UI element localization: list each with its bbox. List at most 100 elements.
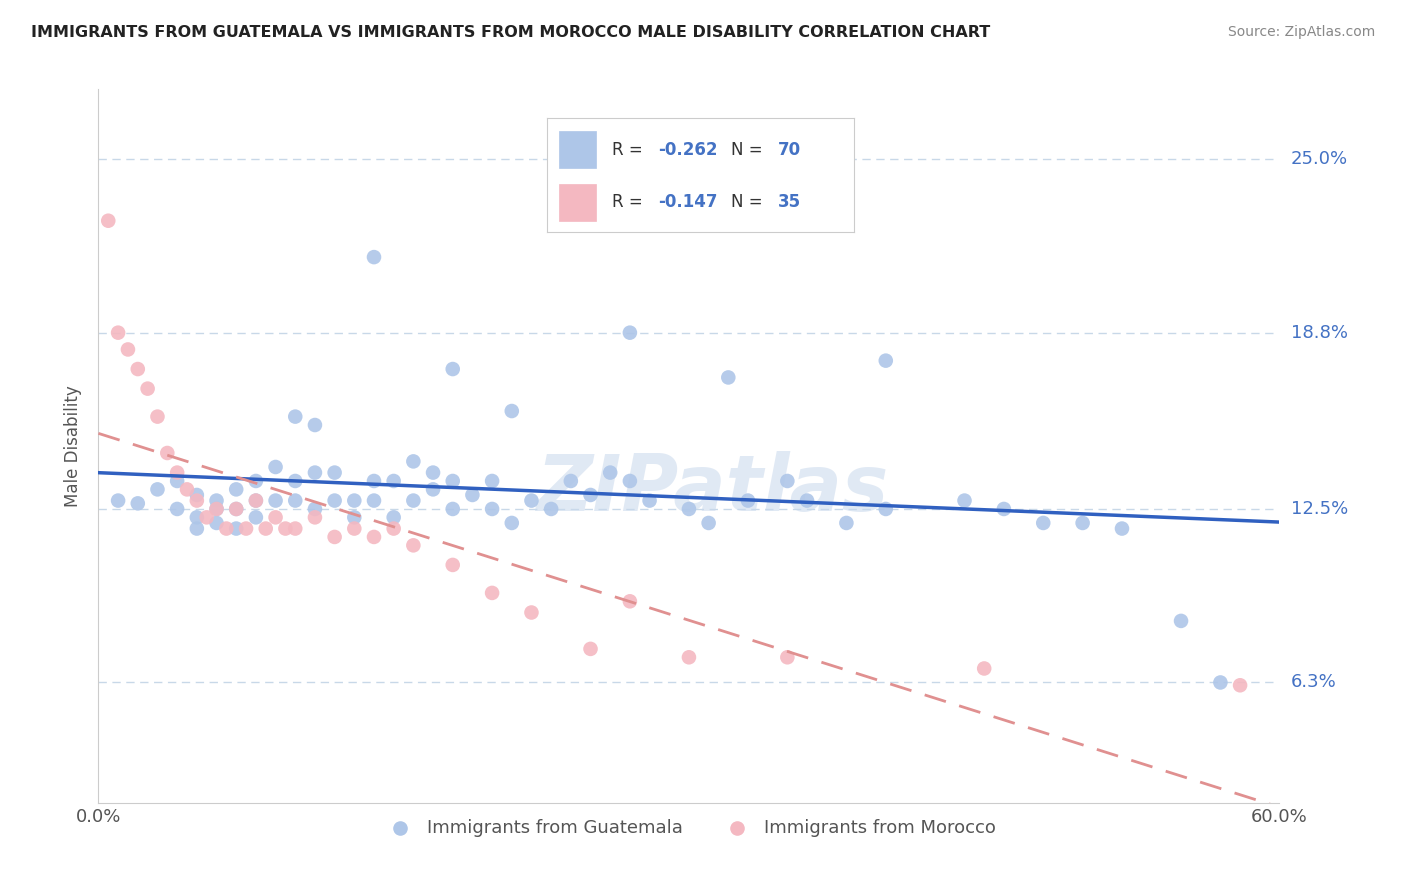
Point: [441, 362, 464, 376]
Point: [166, 466, 188, 480]
Point: [461, 488, 484, 502]
Point: [382, 474, 405, 488]
Point: [146, 483, 169, 497]
Point: [156, 446, 179, 460]
Point: [186, 522, 208, 536]
Point: [166, 474, 188, 488]
Point: [402, 493, 425, 508]
Point: [481, 474, 503, 488]
Point: [225, 483, 247, 497]
Point: [215, 522, 238, 536]
Y-axis label: Male Disability: Male Disability: [65, 385, 83, 507]
Point: [107, 493, 129, 508]
Point: [343, 522, 366, 536]
Point: [382, 522, 405, 536]
Point: [619, 474, 641, 488]
Point: [363, 493, 385, 508]
Point: [441, 502, 464, 516]
Point: [1071, 516, 1094, 530]
Point: [343, 510, 366, 524]
Point: [304, 466, 326, 480]
Point: [136, 382, 159, 396]
Point: [599, 466, 621, 480]
Point: [560, 474, 582, 488]
Point: [875, 502, 897, 516]
Point: [363, 474, 385, 488]
Point: [579, 488, 602, 502]
Point: [254, 522, 277, 536]
Point: [304, 417, 326, 432]
Point: [953, 493, 976, 508]
Point: [284, 474, 307, 488]
Point: [382, 510, 405, 524]
Point: [1229, 678, 1251, 692]
Point: [205, 502, 228, 516]
Point: [835, 516, 858, 530]
Point: [1032, 516, 1054, 530]
Text: ZIPatlas: ZIPatlas: [537, 450, 889, 527]
Point: [245, 474, 267, 488]
Point: [186, 488, 208, 502]
Point: [195, 510, 218, 524]
Point: [520, 493, 543, 508]
Point: [186, 510, 208, 524]
Text: 12.5%: 12.5%: [1291, 500, 1348, 518]
Point: [323, 493, 346, 508]
Text: IMMIGRANTS FROM GUATEMALA VS IMMIGRANTS FROM MOROCCO MALE DISABILITY CORRELATION: IMMIGRANTS FROM GUATEMALA VS IMMIGRANTS …: [31, 25, 990, 40]
Point: [245, 493, 267, 508]
Point: [304, 510, 326, 524]
Point: [402, 538, 425, 552]
Point: [127, 496, 149, 510]
Point: [264, 493, 287, 508]
Point: [501, 516, 523, 530]
Point: [1111, 522, 1133, 536]
Point: [441, 558, 464, 572]
Point: [737, 493, 759, 508]
Point: [678, 502, 700, 516]
Point: [235, 522, 257, 536]
Point: [127, 362, 149, 376]
Point: [501, 404, 523, 418]
Point: [107, 326, 129, 340]
Point: [481, 586, 503, 600]
Point: [717, 370, 740, 384]
Point: [304, 502, 326, 516]
Point: [973, 661, 995, 675]
Point: [323, 530, 346, 544]
Point: [619, 594, 641, 608]
Text: 25.0%: 25.0%: [1291, 150, 1348, 169]
Point: [1209, 675, 1232, 690]
Point: [176, 483, 198, 497]
Point: [245, 510, 267, 524]
Point: [264, 460, 287, 475]
Point: [619, 326, 641, 340]
Point: [146, 409, 169, 424]
Point: [205, 516, 228, 530]
Point: [117, 343, 139, 357]
Text: 6.3%: 6.3%: [1291, 673, 1336, 691]
Point: [245, 493, 267, 508]
Point: [225, 502, 247, 516]
Point: [323, 466, 346, 480]
Point: [638, 493, 661, 508]
Point: [579, 641, 602, 656]
Point: [97, 213, 120, 227]
Point: [363, 530, 385, 544]
Point: [796, 493, 818, 508]
Point: [284, 409, 307, 424]
Point: [225, 522, 247, 536]
Point: [540, 502, 562, 516]
Point: [186, 493, 208, 508]
Point: [402, 454, 425, 468]
Point: [343, 493, 366, 508]
Point: [166, 502, 188, 516]
Point: [264, 510, 287, 524]
Point: [363, 250, 385, 264]
Point: [776, 474, 799, 488]
Point: [441, 474, 464, 488]
Point: [422, 483, 444, 497]
Point: [205, 493, 228, 508]
Point: [205, 502, 228, 516]
Point: [284, 493, 307, 508]
Point: [274, 522, 297, 536]
